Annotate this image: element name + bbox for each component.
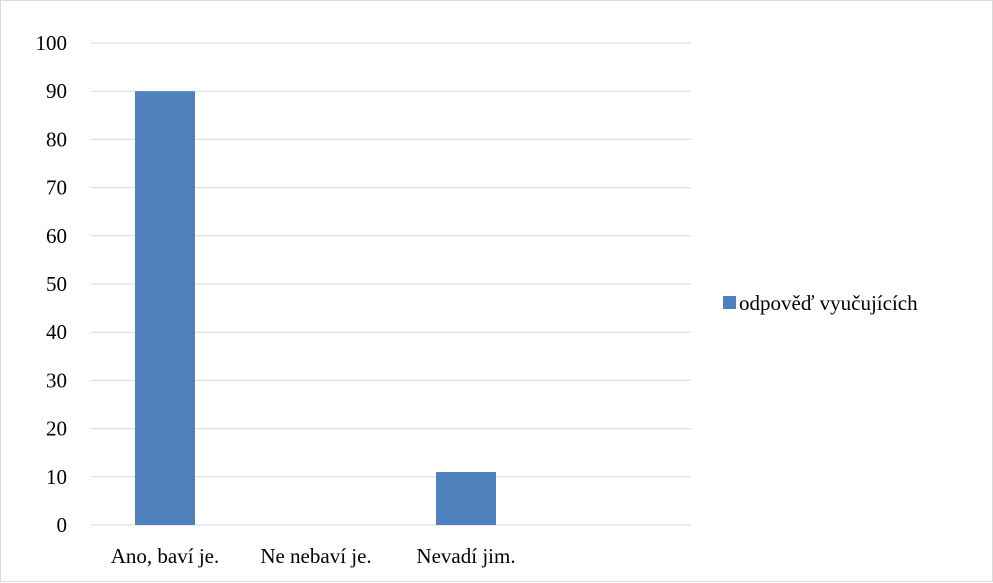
y-tick-label: 80 (46, 127, 67, 151)
y-tick-label: 40 (46, 320, 67, 344)
x-category-label: Ano, baví je. (111, 544, 219, 568)
x-axis: Ano, baví je. Ne nebaví je. Nevadí jim. (111, 544, 516, 568)
y-tick-label: 30 (46, 368, 67, 392)
y-tick-label: 0 (57, 513, 68, 537)
y-tick-label: 10 (46, 465, 67, 489)
y-tick-label: 20 (46, 417, 67, 441)
y-axis-ticks: 0 10 20 30 40 50 60 70 80 90 100 (36, 31, 68, 537)
bar (436, 471, 496, 525)
y-tick-label: 100 (36, 31, 68, 55)
legend: odpověď vyučujících (723, 291, 918, 315)
y-tick-label: 60 (46, 224, 67, 248)
y-tick-label: 50 (46, 272, 67, 296)
legend-label: odpověď vyučujících (739, 291, 918, 315)
bar (135, 91, 195, 525)
y-tick-label: 90 (46, 79, 67, 103)
y-tick-label: 70 (46, 176, 67, 200)
x-category-label: Ne nebaví je. (260, 544, 371, 568)
bars (135, 91, 496, 525)
legend-swatch (723, 296, 736, 309)
x-category-label: Nevadí jim. (416, 544, 515, 568)
